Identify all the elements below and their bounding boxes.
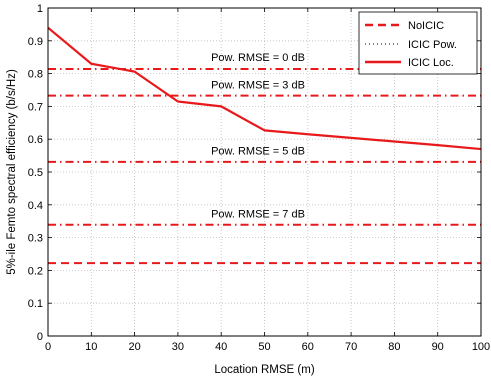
legend-label-noicic: NoICIC — [408, 20, 444, 32]
x-tick-label: 30 — [172, 341, 184, 353]
legend-box — [358, 11, 478, 75]
series-line-icic-loc-5 — [47, 26, 482, 151]
y-tick-label: 0 — [37, 331, 43, 343]
x-tick-label: 70 — [345, 341, 357, 353]
y-tick-label: 0.1 — [28, 298, 43, 310]
x-tick-label: 60 — [302, 341, 314, 353]
y-tick-label: 0.5 — [28, 167, 43, 179]
y-tick-label: 0.4 — [28, 200, 43, 212]
annotation-label: Pow. RMSE = 7 dB — [211, 209, 305, 221]
y-tick-label: 0.6 — [28, 134, 43, 146]
annotation-label: Pow. RMSE = 5 dB — [211, 146, 305, 158]
y-tick-label: 0.3 — [28, 233, 43, 245]
x-tick-label: 50 — [258, 341, 270, 353]
annotation-label: Pow. RMSE = 0 dB — [211, 52, 305, 64]
x-axis-label: Location RMSE (m) — [214, 364, 315, 376]
annotation-label: Pow. RMSE = 3 dB — [211, 79, 305, 91]
legend-label-icic-loc: ICIC Loc. — [408, 57, 454, 69]
y-tick-label: 1 — [37, 3, 43, 15]
y-tick-label: 0.8 — [28, 69, 43, 81]
y-tick-label: 0.2 — [28, 265, 43, 277]
grid — [48, 8, 481, 336]
x-tick-label: 90 — [432, 341, 444, 353]
axis-ticks: 0 10 20 30 40 50 60 70 80 90 100 0 0.1 0.2 0.3 0.4 0.5 0.… — [28, 3, 490, 353]
y-axis-label: 5%-ile Femto spectral efficiency (b/s/Hz… — [6, 69, 18, 275]
legend: NoICIC ICIC Pow. ICIC Loc. — [358, 11, 478, 75]
legend-label-icic-pow: ICIC Pow. — [408, 39, 457, 51]
y-tick-label: 0.9 — [28, 36, 43, 48]
y-tick-label: 0.7 — [28, 101, 43, 113]
annotations: Pow. RMSE = 0 dB Pow. RMSE = 3 dB Pow. RMS… — [211, 52, 305, 220]
x-tick-label: 80 — [388, 341, 400, 353]
x-tick-label: 100 — [472, 341, 490, 353]
series-lines — [47, 26, 482, 265]
x-tick-label: 0 — [45, 341, 51, 353]
x-tick-label: 20 — [128, 341, 140, 353]
x-tick-label: 40 — [215, 341, 227, 353]
x-tick-label: 10 — [85, 341, 97, 353]
